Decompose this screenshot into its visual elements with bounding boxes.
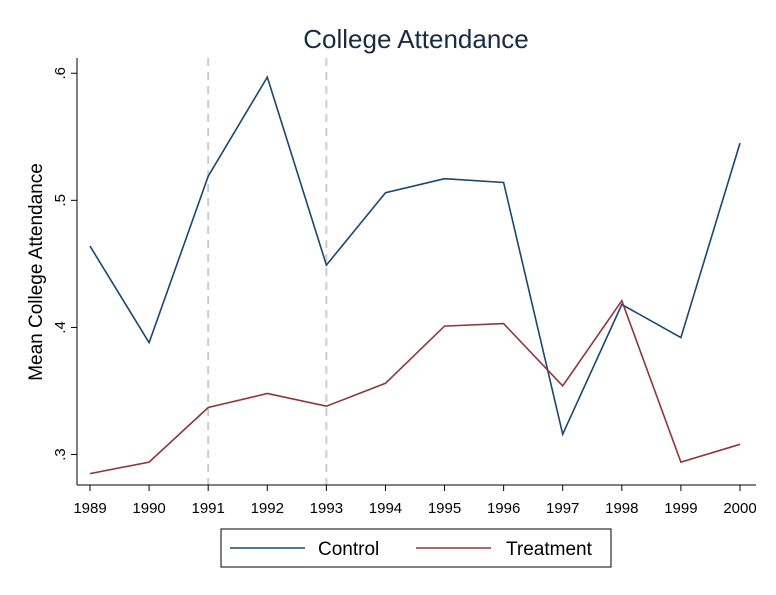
y-tick-label: .6 — [52, 67, 69, 80]
x-tick-label: 1989 — [73, 500, 106, 517]
x-tick-label: 2000 — [723, 500, 756, 517]
x-tick-label: 1999 — [664, 500, 697, 517]
y-tick-label: .5 — [52, 194, 69, 207]
x-tick-label: 1995 — [428, 500, 461, 517]
y-axis-label: Mean College Attendance — [26, 163, 47, 381]
x-tick-label: 1992 — [251, 500, 284, 517]
reference-lines — [207, 58, 328, 485]
chart-title: College Attendance — [303, 24, 529, 54]
series-line-treatment — [89, 298, 741, 475]
x-tick-label: 1993 — [310, 500, 343, 517]
x-tick-label: 1990 — [132, 500, 165, 517]
legend-label-treatment: Treatment — [506, 539, 593, 560]
legend-label-control: Control — [318, 539, 379, 560]
x-tick-label: 1998 — [605, 500, 638, 517]
series-layer — [89, 75, 741, 475]
x-tick-label: 1994 — [369, 500, 402, 517]
axes: 1989 1990 1991 1992 1993 1994 1995 1996 1997 1998… — [52, 58, 757, 517]
legend: Control Treatment — [220, 528, 612, 568]
x-tick-label: 1996 — [487, 500, 520, 517]
series-line-control — [89, 75, 741, 437]
x-tick-label: 1997 — [546, 500, 579, 517]
y-tick-label: .4 — [52, 321, 69, 334]
x-tick-label: 1991 — [191, 500, 224, 517]
y-tick-label: .3 — [52, 448, 69, 461]
